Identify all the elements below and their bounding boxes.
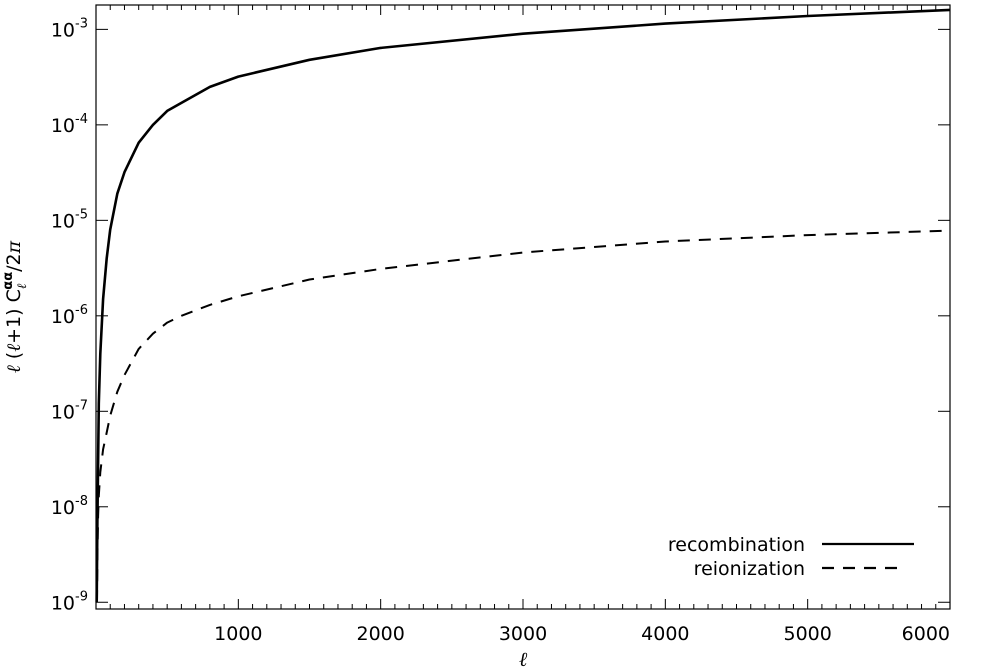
y-tick-label: 10-4	[51, 112, 88, 137]
x-tick-label: 2000	[356, 623, 404, 645]
series-layer	[95, 8, 951, 603]
y-axis-label: ℓ (ℓ+1) Cℓαα/2π	[1, 240, 30, 373]
x-tick-label: 3000	[499, 623, 547, 645]
series-line-reionization	[96, 229, 951, 603]
y-tick-label: 10-7	[51, 398, 88, 423]
x-axis-label: ℓ	[519, 647, 528, 671]
series-line-recombination	[95, 8, 951, 603]
y-tick-label: 10-6	[51, 303, 88, 328]
x-tick-label: 6000	[902, 623, 950, 645]
y-tick-label: 10-5	[51, 207, 88, 232]
tick-labels: 1000 2000 3000 4000 5000 6000 10-9 10-8 10-7 10-6…	[51, 16, 950, 645]
legend: recombination reionization	[668, 534, 914, 580]
x-tick-label: 4000	[641, 623, 689, 645]
x-tick-label: 5000	[783, 623, 831, 645]
legend-label-recombination: recombination	[668, 534, 805, 556]
ticks	[96, 5, 950, 609]
y-tick-label: 10-9	[51, 589, 88, 614]
x-tick-label: 1000	[214, 623, 262, 645]
plot-frame	[95, 4, 951, 610]
y-tick-label: 10-8	[51, 494, 88, 519]
y-tick-label: 10-3	[51, 16, 88, 41]
legend-label-reionization: reionization	[694, 558, 805, 580]
